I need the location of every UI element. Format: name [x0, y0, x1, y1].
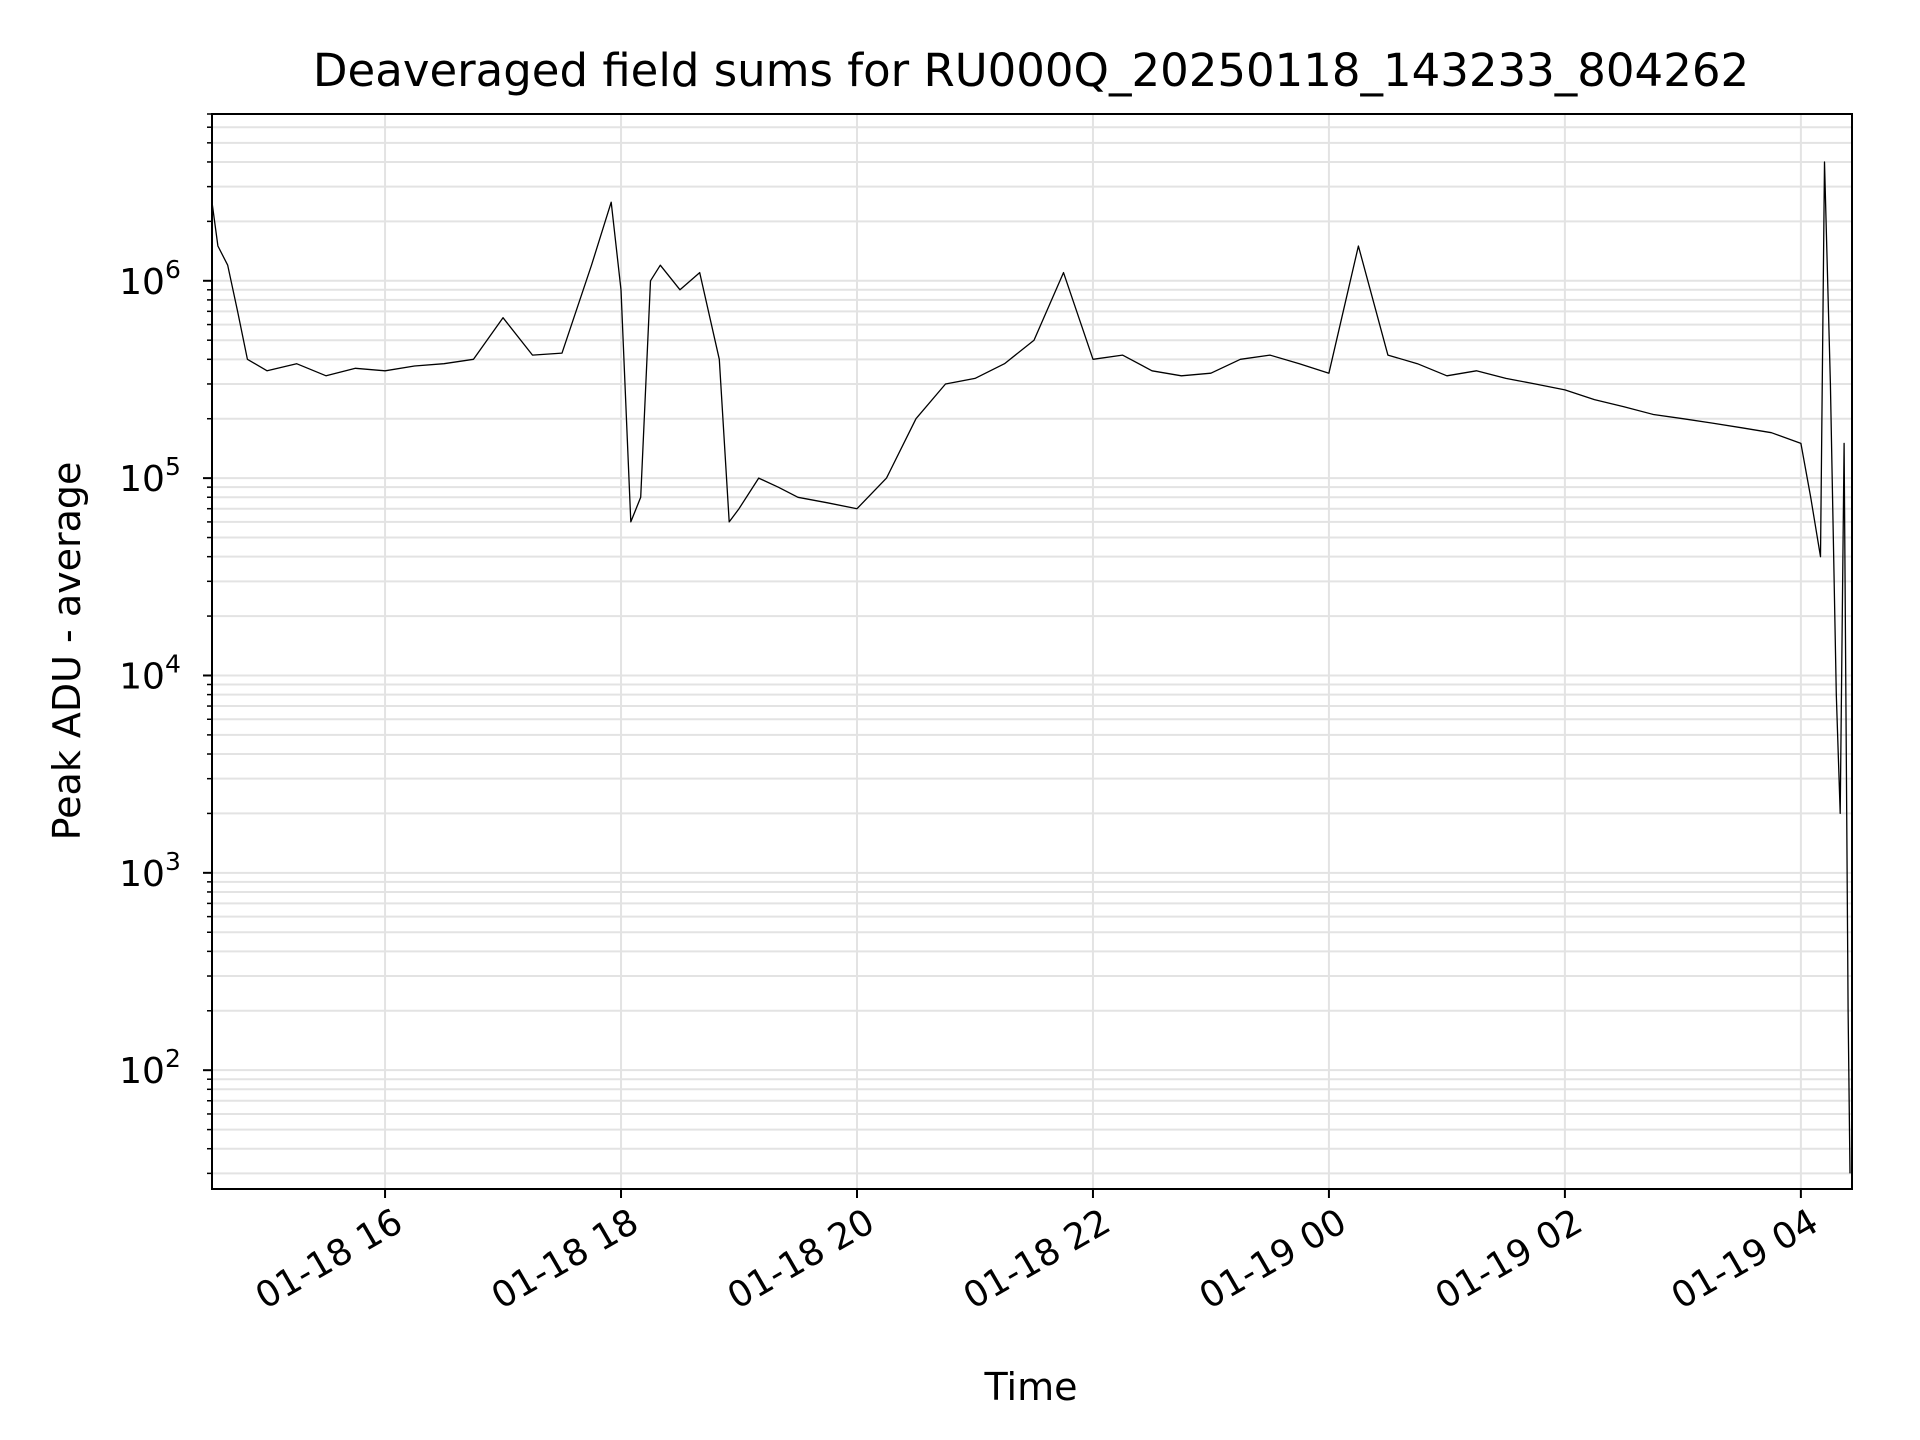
x-tick-label: 01-18 16 [249, 1201, 410, 1317]
y-axis: 102 103 104 105 106 [119, 113, 212, 1175]
x-tick-label: 01-19 04 [1665, 1201, 1826, 1317]
y-tick-label: 102 [119, 1044, 181, 1092]
plot-area [211, 161, 1851, 1174]
y-tick-label: 103 [119, 847, 181, 895]
major-grid [212, 114, 1852, 1189]
x-axis: 01-18 16 01-18 18 01-18 20 01-18 22 01-19 00… [249, 1189, 1826, 1318]
series-line [211, 161, 1851, 1174]
x-tick-label: 01-19 00 [1193, 1201, 1354, 1317]
x-tick-label: 01-18 22 [957, 1201, 1118, 1317]
y-tick-label: 106 [119, 255, 181, 303]
plot-frame [211, 113, 1853, 1190]
y-tick-label: 104 [119, 649, 181, 697]
x-axis-label: Time [984, 1365, 1078, 1409]
x-tick-label: 01-19 02 [1429, 1201, 1590, 1317]
minor-grid [212, 113, 1852, 1175]
x-tick-label: 01-18 18 [485, 1201, 646, 1317]
y-axis-label: Peak ADU - average [45, 462, 89, 841]
chart-title: Deaveraged field sums for RU000Q_2025011… [313, 44, 1749, 97]
y-tick-label: 105 [119, 452, 181, 500]
x-tick-label: 01-18 20 [721, 1201, 882, 1317]
